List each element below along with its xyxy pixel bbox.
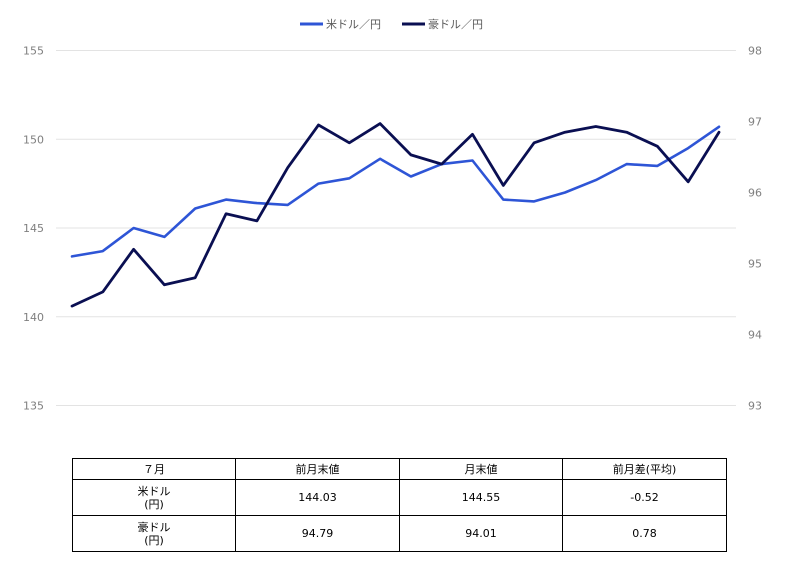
legend-label-usd: 米ドル／円 — [326, 18, 381, 31]
table-cell: 144.55 — [399, 479, 563, 516]
row-label: 豪ドル (円) — [72, 515, 236, 552]
right-axis-ticks: 98 97 96 95 94 93 — [748, 45, 762, 413]
header-prev-month-end: 前月末値 — [235, 458, 400, 480]
right-tick-label: 93 — [748, 400, 762, 413]
left-tick-label: 150 — [23, 133, 44, 146]
right-tick-label: 95 — [748, 258, 762, 271]
summary-table: ７月 前月末値 月末値 前月差(平均) 米ドル (円) 144.03 144.55… — [72, 458, 727, 552]
left-axis-ticks: 155 150 145 140 135 — [23, 45, 44, 413]
row-label: 米ドル (円) — [72, 479, 236, 516]
series-line-usd-jpy — [70, 125, 721, 258]
gridlines — [56, 50, 736, 406]
series-lines — [70, 122, 721, 308]
left-tick-label: 155 — [23, 45, 44, 58]
legend: 米ドル／円 豪ドル／円 — [300, 17, 483, 31]
header-month: ７月 — [72, 458, 236, 480]
header-diff-average: 前月差(平均) — [562, 458, 727, 480]
left-tick-label: 145 — [23, 222, 44, 235]
table-row: 米ドル (円) 144.03 144.55 -0.52 — [72, 479, 727, 516]
right-tick-label: 97 — [748, 116, 762, 129]
table-row: 豪ドル (円) 94.79 94.01 0.78 — [72, 515, 727, 552]
fx-line-chart: 155 150 145 140 135 98 97 96 95 94 93 米ドル／円 豪ドル／円 — [23, 17, 762, 413]
right-tick-label: 94 — [748, 329, 762, 342]
table-cell: 94.79 — [235, 515, 400, 552]
table-cell: 144.03 — [235, 479, 400, 516]
left-tick-label: 135 — [23, 400, 44, 413]
left-tick-label: 140 — [23, 311, 44, 324]
series-line-aud-jpy — [70, 122, 721, 308]
table-cell: -0.52 — [562, 479, 727, 516]
table-cell: 94.01 — [399, 515, 563, 552]
header-month-end: 月末値 — [399, 458, 563, 480]
table-cell: 0.78 — [562, 515, 727, 552]
legend-label-aud: 豪ドル／円 — [428, 17, 483, 31]
table-header-row: ７月 前月末値 月末値 前月差(平均) — [72, 458, 727, 480]
right-tick-label: 98 — [748, 45, 762, 58]
right-tick-label: 96 — [748, 187, 762, 200]
